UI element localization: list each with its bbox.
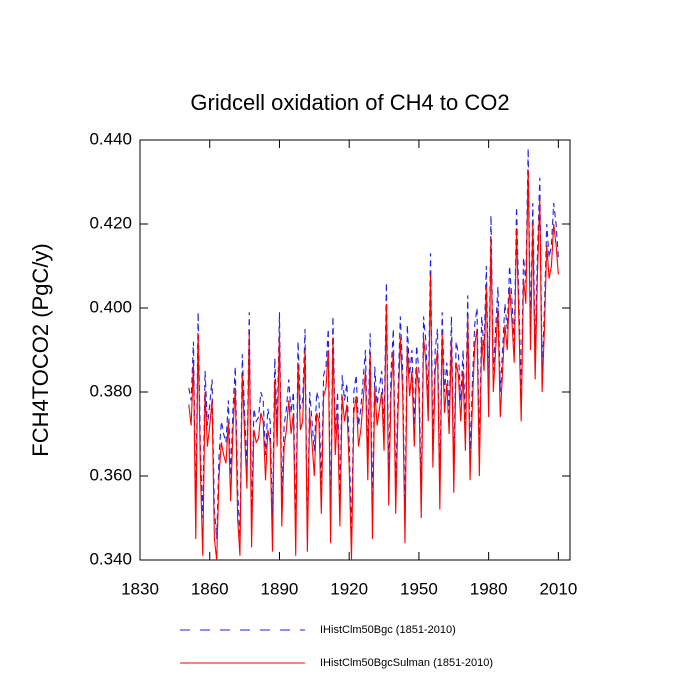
x-tick-label: 1890 bbox=[261, 579, 299, 598]
y-tick-label: 0.360 bbox=[89, 465, 132, 484]
x-tick-label: 1980 bbox=[470, 579, 508, 598]
chart-title: Gridcell oxidation of CH4 to CO2 bbox=[190, 90, 509, 115]
x-tick-label: 1830 bbox=[121, 579, 159, 598]
y-tick-label: 0.420 bbox=[89, 213, 132, 232]
y-tick-label: 0.440 bbox=[89, 129, 132, 148]
legend-label: IHistClm50Bgc (1851-2010) bbox=[320, 624, 456, 636]
plot-frame bbox=[139, 139, 571, 561]
x-tick-label: 1860 bbox=[191, 579, 229, 598]
series-line bbox=[188, 169, 559, 561]
legend-label: IHistClm50BgcSulman (1851-2010) bbox=[320, 657, 493, 669]
y-axis-label: FCH4TOCO2 (PgC/y) bbox=[28, 243, 53, 457]
y-tick-label: 0.340 bbox=[89, 549, 132, 568]
x-tick-label: 1920 bbox=[330, 579, 368, 598]
x-tick-label: 1950 bbox=[400, 579, 438, 598]
x-tick-label: 2010 bbox=[539, 579, 577, 598]
y-tick-label: 0.380 bbox=[89, 381, 132, 400]
y-tick-label: 0.400 bbox=[89, 297, 132, 316]
